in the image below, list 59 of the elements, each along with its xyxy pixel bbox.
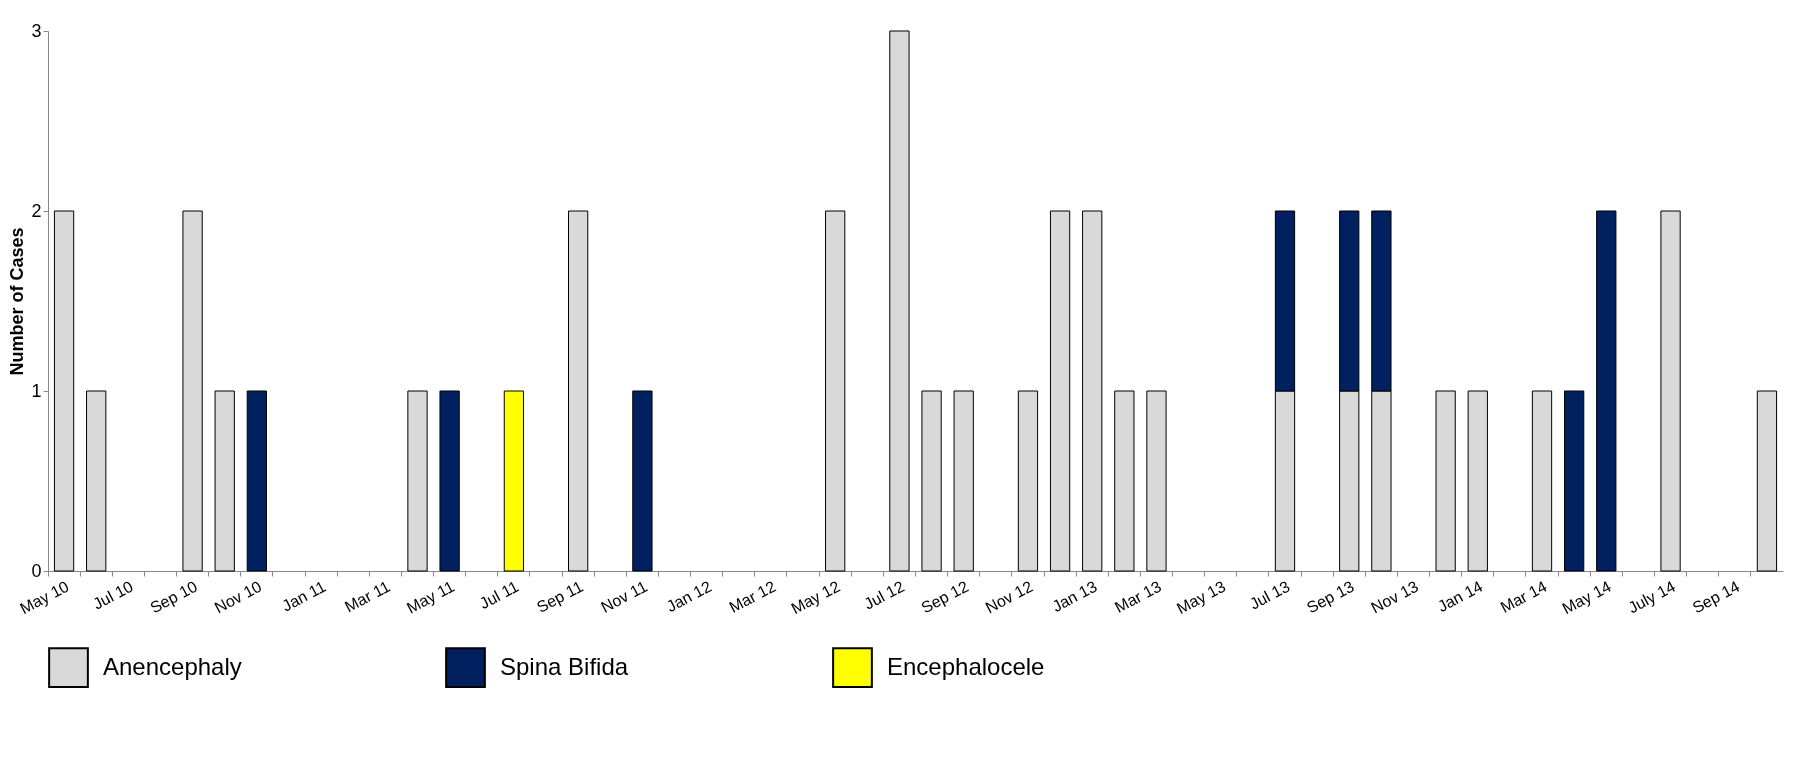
legend-label: Encephalocele [887, 652, 1045, 680]
x-tick-label: Nov 13 [1368, 577, 1422, 617]
x-tick-label: May 11 [403, 577, 458, 617]
bar [1114, 390, 1135, 572]
bar [53, 210, 75, 572]
y-tick-label: 2 [31, 200, 42, 221]
bar [407, 390, 428, 572]
x-tick-label: Sep 13 [1304, 577, 1357, 617]
x-tick-label: May 13 [1173, 577, 1229, 618]
bar [86, 390, 107, 572]
x-tick-label: Jan 14 [1434, 577, 1486, 616]
bar [1756, 390, 1778, 572]
x-tick-label: Sep 10 [147, 577, 201, 617]
x-tick-label: Nov 10 [211, 577, 265, 617]
bar [1049, 210, 1071, 572]
bar [889, 30, 910, 572]
bar [503, 390, 525, 572]
x-tick-label: May 14 [1559, 577, 1614, 618]
x-tick-label: Jan 11 [279, 577, 329, 615]
y-tick-label: 1 [31, 380, 42, 401]
x-tick-label: Mar 14 [1497, 577, 1550, 617]
x-tick-label: Jul 13 [1246, 577, 1293, 613]
bar [439, 390, 460, 572]
bar [1467, 390, 1488, 572]
x-tick-label: Nov 12 [982, 577, 1036, 617]
x-tick-label: Jul 10 [90, 577, 136, 613]
legend-label: Spina Bifida [500, 652, 629, 680]
x-tick-label: Mar 13 [1112, 577, 1165, 617]
y-tick-label: 3 [31, 20, 42, 41]
bar [953, 390, 974, 572]
x-tick-label: Jul 11 [476, 577, 522, 613]
bar [825, 210, 846, 572]
x-tick-label: May 12 [788, 577, 843, 618]
bar [1146, 390, 1167, 572]
x-tick-label: Sep 14 [1689, 577, 1743, 617]
bar [1596, 210, 1617, 572]
bar [1017, 390, 1039, 572]
x-tick-label: Jan 12 [663, 577, 715, 616]
x-tick-label: Nov 11 [598, 577, 650, 616]
x-tick-label: Mar 11 [341, 577, 393, 616]
bar [182, 210, 203, 572]
bar [1435, 390, 1456, 572]
x-tick-label: Mar 12 [726, 577, 779, 617]
x-tick-label: July 14 [1625, 577, 1679, 617]
bar [246, 390, 267, 572]
bar [568, 210, 589, 572]
bar [1660, 210, 1681, 572]
y-axis-title: Number of Cases [7, 227, 28, 376]
bar [632, 390, 653, 572]
x-tick-label: Jan 13 [1049, 577, 1100, 616]
x-tick-label: Jul 12 [861, 577, 908, 613]
bar [1531, 390, 1553, 572]
x-tick-label: Sep 12 [918, 577, 972, 617]
bar [1082, 210, 1103, 572]
bar [214, 390, 235, 572]
bar [921, 390, 942, 572]
bar [1564, 390, 1585, 572]
x-tick-label: Sep 11 [533, 577, 586, 616]
legend-label: Anencephaly [103, 652, 242, 680]
